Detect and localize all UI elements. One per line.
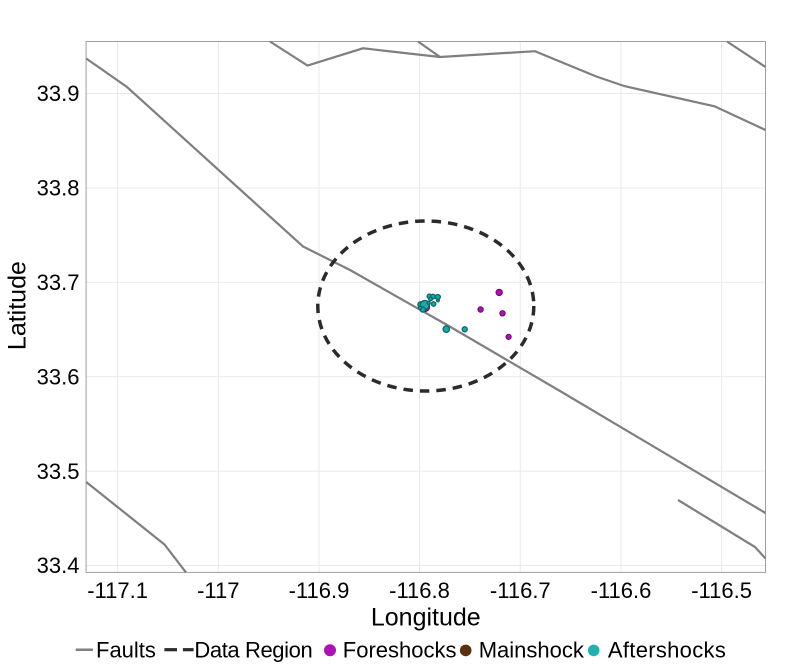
svg-text:33.8: 33.8 [37, 176, 80, 201]
svg-text:-116.8: -116.8 [389, 578, 450, 603]
svg-text:-116.5: -116.5 [691, 578, 752, 603]
svg-text:33.7: 33.7 [37, 270, 80, 295]
svg-text:-117: -117 [197, 578, 239, 603]
svg-text:Foreshocks: Foreshocks [343, 638, 457, 663]
svg-text:Aftershocks: Aftershocks [608, 638, 726, 663]
svg-text:Mainshock: Mainshock [479, 638, 585, 663]
svg-text:Latitude: Latitude [4, 261, 32, 350]
svg-text:Faults: Faults [96, 638, 156, 663]
svg-text:-116.9: -116.9 [289, 578, 350, 603]
svg-text:33.4: 33.4 [37, 553, 80, 578]
svg-text:-116.7: -116.7 [490, 578, 551, 603]
svg-text:Data Region: Data Region [194, 638, 312, 663]
svg-text:-116.6: -116.6 [591, 578, 652, 603]
svg-text:-117.1: -117.1 [87, 578, 148, 603]
svg-text:Longitude: Longitude [371, 603, 481, 631]
svg-text:33.9: 33.9 [37, 81, 80, 106]
svg-text:33.6: 33.6 [37, 364, 80, 389]
svg-text:33.5: 33.5 [37, 459, 80, 484]
